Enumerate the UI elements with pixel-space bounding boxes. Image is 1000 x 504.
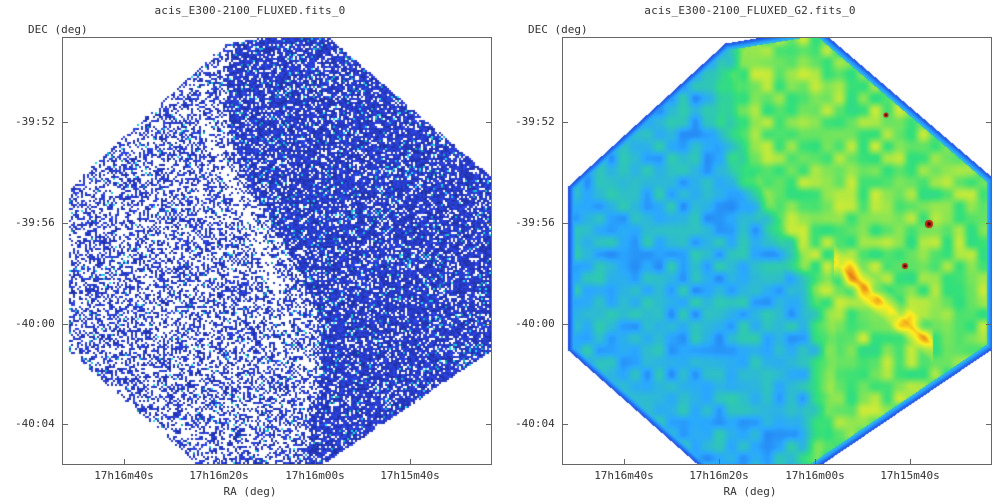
- y-tick-mark: [986, 223, 992, 224]
- y-tick-mark: [562, 223, 568, 224]
- right-image-panel: acis_E300-2100_FLUXED_G2.fits_0 DEC (deg…: [500, 0, 1000, 504]
- x-tick-label: 17h16m40s: [594, 469, 654, 482]
- x-tick-label: 17h16m20s: [189, 469, 249, 482]
- panel-title: acis_E300-2100_FLUXED_G2.fits_0: [644, 4, 856, 17]
- x-tick-label: 17h16m00s: [285, 469, 345, 482]
- smoothed-image: [563, 38, 991, 464]
- left-image-panel: acis_E300-2100_FLUXED.fits_0 DEC (deg) -…: [15, 4, 492, 498]
- y-tick-label: -39:56: [15, 216, 55, 229]
- x-tick-mark: [624, 459, 625, 465]
- x-tick-mark: [910, 459, 911, 465]
- y-tick-mark: [62, 424, 68, 425]
- y-tick-mark: [486, 324, 492, 325]
- y-axis-label: DEC (deg): [28, 23, 88, 36]
- x-tick-label: 17h16m00s: [785, 469, 845, 482]
- y-tick-mark: [562, 424, 568, 425]
- x-axis-label: RA (deg): [223, 485, 277, 498]
- y-tick-label: -39:52: [15, 115, 55, 128]
- y-tick-mark: [62, 324, 68, 325]
- y-tick-mark: [486, 223, 492, 224]
- x-tick-mark: [410, 459, 411, 465]
- x-tick-mark: [124, 459, 125, 465]
- raw-counts-image: [63, 38, 491, 464]
- x-tick-label: 17h15m40s: [880, 469, 940, 482]
- x-tick-mark: [815, 459, 816, 465]
- y-tick-mark: [562, 324, 568, 325]
- y-tick-mark: [986, 424, 992, 425]
- x-tick-label: 17h16m20s: [689, 469, 749, 482]
- y-axis-label: DEC (deg): [528, 23, 588, 36]
- x-axis-label: RA (deg): [723, 485, 777, 498]
- image-plot-area[interactable]: [562, 37, 992, 465]
- y-tick-mark: [486, 424, 492, 425]
- x-tick-mark: [719, 459, 720, 465]
- x-tick-mark: [219, 459, 220, 465]
- y-tick-label: -39:52: [515, 115, 555, 128]
- x-tick-label: 17h16m40s: [94, 469, 154, 482]
- y-tick-label: -40:04: [515, 417, 555, 430]
- y-tick-label: -40:00: [15, 317, 55, 330]
- y-tick-mark: [986, 324, 992, 325]
- y-tick-label: -39:56: [515, 216, 555, 229]
- y-tick-label: -40:00: [515, 317, 555, 330]
- y-tick-mark: [62, 122, 68, 123]
- y-tick-mark: [62, 223, 68, 224]
- y-tick-mark: [986, 122, 992, 123]
- y-tick-mark: [486, 122, 492, 123]
- image-plot-area[interactable]: [62, 37, 492, 465]
- y-tick-label: -40:04: [15, 417, 55, 430]
- x-tick-mark: [315, 459, 316, 465]
- y-tick-mark: [562, 122, 568, 123]
- x-tick-label: 17h15m40s: [380, 469, 440, 482]
- panel-title: acis_E300-2100_FLUXED.fits_0: [154, 4, 346, 17]
